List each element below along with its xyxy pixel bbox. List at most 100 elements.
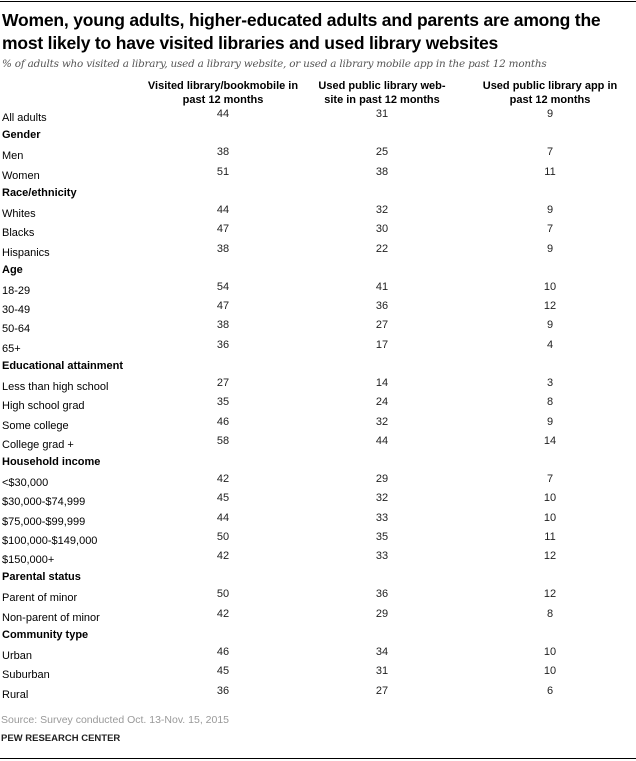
row-label: Urban: [2, 650, 32, 663]
cell-value: 7: [546, 146, 554, 159]
cell-value: 10: [543, 492, 557, 505]
group-header-row: Parental status: [0, 569, 636, 588]
table-row: Women 51 38 11: [0, 166, 636, 185]
cell-value: 12: [543, 300, 557, 313]
cell-value: 10: [543, 665, 557, 678]
row-label: All adults: [2, 112, 47, 124]
cell-value: 45: [216, 492, 230, 505]
cell-value: 12: [543, 588, 557, 601]
cell-value: 50: [216, 588, 230, 601]
cell-value: 29: [375, 473, 389, 486]
cell-value: 36: [375, 300, 389, 313]
bottom-rule: [0, 758, 636, 759]
cell-value: 7: [546, 223, 554, 236]
cell-value: 3: [546, 377, 554, 390]
cell-value: 35: [216, 396, 230, 409]
row-label: Non-parent of minor: [2, 611, 100, 624]
group-label: Gender: [2, 129, 41, 142]
cell-value: 36: [216, 338, 230, 351]
cell-value: 41: [375, 280, 389, 293]
cell-value: 38: [216, 146, 230, 159]
group-label: Educational attainment: [2, 359, 124, 372]
cell-value: 12: [543, 550, 557, 563]
cell-value: 36: [375, 588, 389, 601]
chart-subtitle: % of adults who visited a library, used …: [2, 58, 547, 70]
table-row: $30,000-$74,999 45 32 10: [0, 492, 636, 511]
row-label: Whites: [2, 208, 36, 221]
cell-value: 44: [216, 204, 230, 217]
cell-value: 42: [216, 550, 230, 563]
group-header-row: Community type: [0, 627, 636, 646]
cell-value: 34: [375, 646, 389, 659]
cell-value: 8: [546, 396, 554, 409]
cell-value: 38: [216, 242, 230, 255]
table-row: Some college 46 32 9: [0, 416, 636, 435]
row-label: Some college: [2, 419, 69, 432]
cell-value: 51: [216, 165, 230, 178]
table-row: 30-49 47 36 12: [0, 300, 636, 319]
group-header-row: Age: [0, 262, 636, 281]
table-row: Rural 36 27 6: [0, 685, 636, 704]
row-label: Hispanics: [2, 246, 50, 259]
cell-value: 44: [216, 511, 230, 524]
row-label: High school grad: [2, 400, 85, 413]
source-note: Source: Survey conducted Oct. 13-Nov. 15…: [1, 714, 230, 726]
column-header-app: Used public library app in past 12 month…: [482, 80, 618, 106]
group-label: Parental status: [2, 571, 81, 584]
cell-value: 27: [216, 377, 230, 390]
cell-value: 11: [544, 530, 556, 543]
table-row: <$30,000 42 29 7: [0, 473, 636, 492]
table-row: Less than high school 27 14 3: [0, 377, 636, 396]
group-label: Race/ethnicity: [2, 186, 77, 199]
cell-value: 50: [216, 530, 230, 543]
row-label: Rural: [2, 688, 29, 701]
cell-value: 17: [375, 338, 389, 351]
row-label: Blacks: [2, 227, 35, 240]
cell-value: 47: [216, 300, 230, 313]
row-label: $150,000+: [2, 554, 55, 567]
cell-value: 22: [375, 242, 389, 255]
table-row: High school grad 35 24 8: [0, 396, 636, 415]
group-label: Household income: [2, 455, 101, 468]
group-header-row: Race/ethnicity: [0, 185, 636, 204]
group-label: Age: [2, 263, 23, 276]
row-label: $75,000-$99,999: [2, 515, 86, 528]
row-label: $100,000-$149,000: [2, 534, 98, 547]
cell-value: 27: [375, 319, 389, 332]
row-label: 30-49: [2, 304, 31, 317]
cell-value: 44: [216, 108, 230, 120]
table-row: Non-parent of minor 42 29 8: [0, 608, 636, 627]
table-row: Suburban 45 31 10: [0, 665, 636, 684]
cell-value: 9: [546, 242, 554, 255]
cell-value: 33: [375, 550, 389, 563]
table-row: Urban 46 34 10: [0, 646, 636, 665]
cell-value: 36: [216, 684, 230, 697]
cell-value: 10: [543, 511, 557, 524]
cell-value: 30: [375, 223, 389, 236]
cell-value: 46: [216, 646, 230, 659]
cell-value: 58: [216, 434, 230, 447]
row-label: College grad +: [2, 438, 74, 451]
cell-value: 14: [375, 377, 389, 390]
cell-value: 9: [546, 415, 554, 428]
cell-value: 8: [546, 607, 554, 620]
column-header-visited: Visited library/bookmobile in past 12 mo…: [147, 80, 299, 106]
cell-value: 27: [375, 684, 389, 697]
cell-value: 33: [375, 511, 389, 524]
cell-value: 47: [216, 223, 230, 236]
cell-value: 42: [216, 607, 230, 620]
table-row: All adults 44 31 9: [0, 108, 636, 127]
row-label: Less than high school: [2, 381, 109, 394]
cell-value: 7: [546, 473, 554, 486]
group-header-row: Household income: [0, 454, 636, 473]
data-table: All adults 44 31 9 Gender Men 38 25 7 Women 51 38 11…: [0, 108, 636, 704]
table-row: Blacks 47 30 7: [0, 223, 636, 242]
table-row: $100,000-$149,000 50 35 11: [0, 531, 636, 550]
cell-value: 4: [546, 338, 554, 351]
row-label: 50-64: [2, 323, 31, 336]
row-label: 65+: [2, 342, 21, 355]
row-label: Suburban: [2, 669, 50, 682]
cell-value: 11: [544, 165, 556, 178]
cell-value: 10: [543, 646, 557, 659]
row-label: <$30,000: [2, 477, 49, 490]
